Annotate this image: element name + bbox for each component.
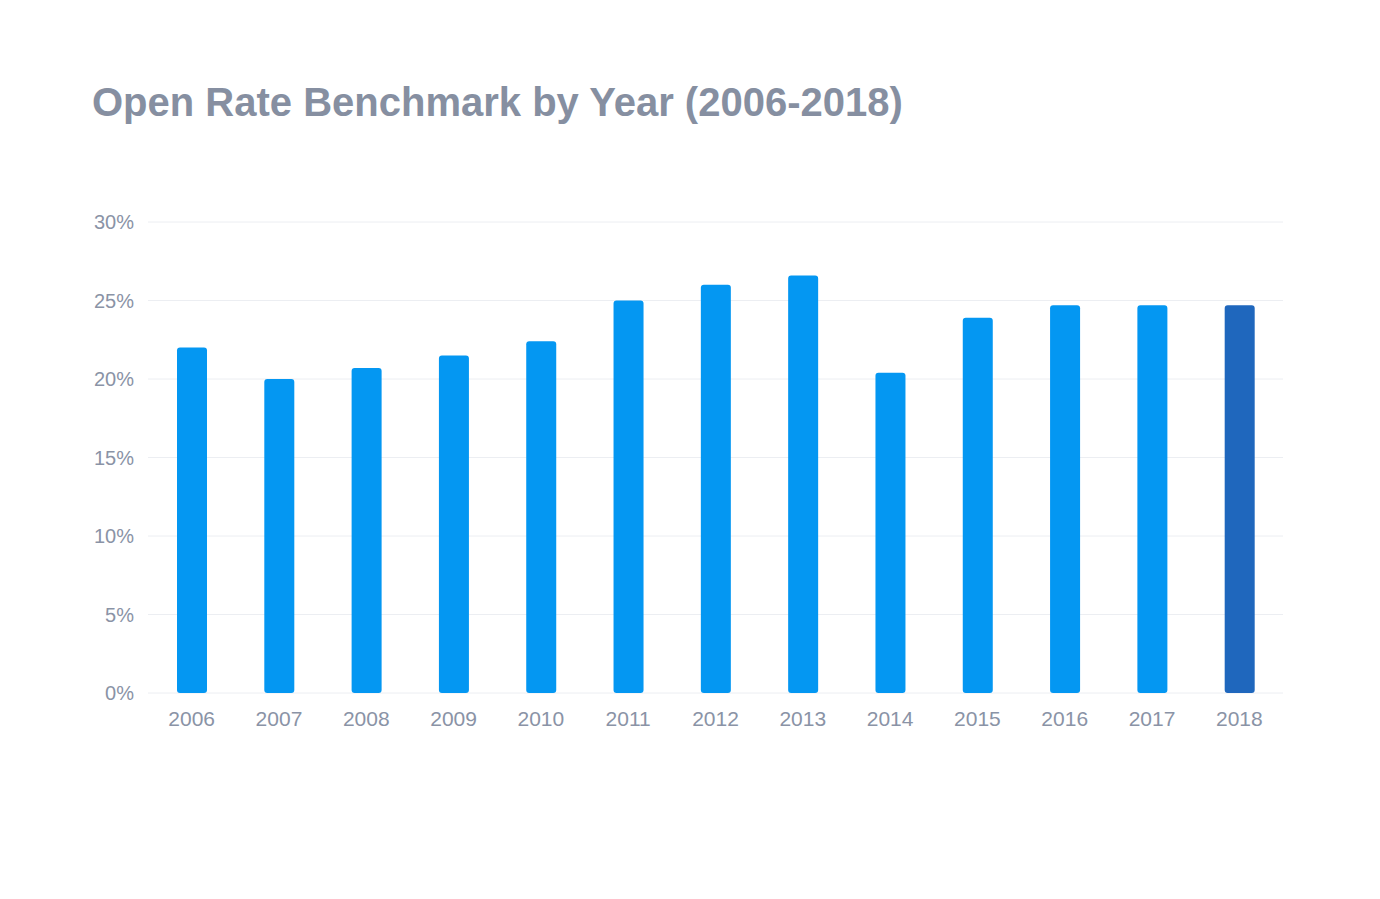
- svg-text:10%: 10%: [94, 525, 134, 547]
- svg-text:2013: 2013: [779, 707, 826, 730]
- svg-text:2006: 2006: [168, 707, 215, 730]
- svg-text:0%: 0%: [105, 682, 134, 704]
- svg-text:5%: 5%: [105, 604, 134, 626]
- svg-text:2009: 2009: [430, 707, 477, 730]
- svg-text:2011: 2011: [606, 707, 651, 730]
- svg-text:2007: 2007: [256, 707, 303, 730]
- svg-text:2016: 2016: [1041, 707, 1088, 730]
- svg-text:2010: 2010: [518, 707, 565, 730]
- svg-text:2008: 2008: [343, 707, 390, 730]
- svg-text:2018: 2018: [1216, 707, 1263, 730]
- svg-text:2012: 2012: [692, 707, 739, 730]
- svg-text:30%: 30%: [94, 211, 134, 233]
- svg-text:2015: 2015: [954, 707, 1001, 730]
- svg-text:15%: 15%: [94, 447, 134, 469]
- svg-text:25%: 25%: [94, 290, 134, 312]
- svg-text:2014: 2014: [867, 707, 914, 730]
- svg-text:20%: 20%: [94, 368, 134, 390]
- html-text:Open Rate Benchmark by Year (2: Open Rate Benchmark by Year (2006-2018): [92, 80, 903, 124]
- svg-text:2017: 2017: [1129, 707, 1176, 730]
